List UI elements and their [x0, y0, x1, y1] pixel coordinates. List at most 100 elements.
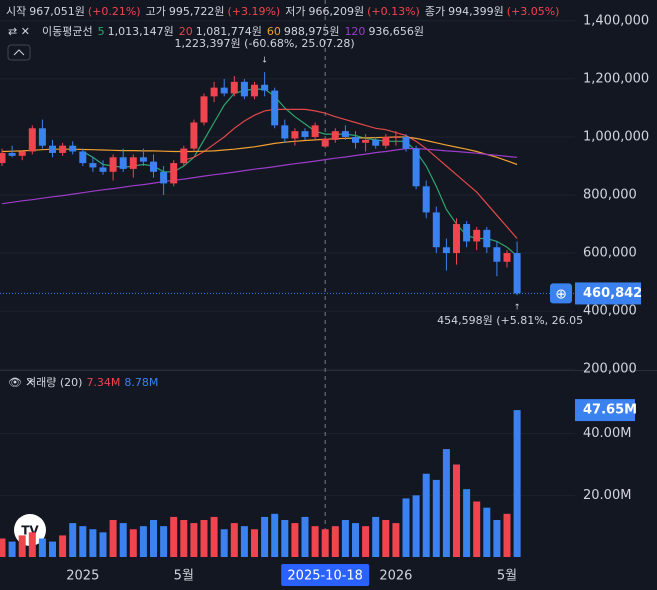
y-tick-label: 1,200,000	[583, 71, 649, 86]
x-tick-label: 5월	[497, 569, 517, 584]
volume-bar	[28, 532, 36, 557]
ma-period: 20	[179, 25, 193, 38]
x-tick-label: 5월	[174, 569, 194, 584]
volume-bar	[422, 473, 430, 557]
volume-bar	[301, 516, 309, 557]
volume-bar	[139, 526, 147, 557]
volume-bar	[180, 520, 188, 557]
ma-line	[1, 136, 518, 166]
crosshair-label-bg	[281, 564, 370, 586]
volume-bar	[38, 538, 46, 557]
candle-body	[38, 128, 46, 146]
candle-body	[402, 136, 410, 149]
ma-title: 이동평균선	[42, 25, 93, 38]
volume-bar	[251, 529, 258, 557]
candle-body	[311, 125, 319, 137]
volume-bar	[372, 516, 380, 557]
volume-bar	[412, 495, 420, 557]
ohlc-change: (+0.21%)	[88, 5, 141, 18]
candle-body	[79, 151, 87, 164]
ma-legend: 이동평균선 5 1,013,147원 20 1,081,774원 60 988,975원 12…	[42, 25, 424, 38]
low-marker: ↑	[514, 303, 521, 312]
volume-bar	[271, 513, 279, 557]
volume-bar	[99, 532, 107, 557]
candle-body	[119, 157, 127, 169]
y-tick-label: 400,000	[583, 304, 637, 319]
volume-bar	[281, 520, 289, 557]
volume-bar	[18, 535, 26, 557]
candle-body	[392, 136, 400, 138]
candle-body	[513, 253, 521, 294]
x-tick-label: 2026	[379, 569, 412, 584]
candle-body	[28, 128, 36, 152]
volume-bar	[432, 479, 440, 557]
volume-bar	[230, 523, 238, 557]
candle-body	[493, 247, 501, 262]
add-alert-button[interactable]	[550, 283, 572, 304]
volume-legend-value: 8.78M	[124, 376, 158, 389]
candle-body	[210, 87, 218, 97]
price-label: 460,842	[583, 286, 642, 301]
ohlc-value: 994,399원	[448, 5, 504, 18]
candle-body	[483, 229, 491, 248]
volume-bar	[170, 516, 178, 557]
collapse-button[interactable]	[7, 44, 31, 61]
volume-bar	[190, 523, 198, 557]
ohlc-label: 고가	[146, 5, 166, 18]
ma-icon: ⇄ ✕	[8, 25, 30, 38]
candle-body	[372, 139, 380, 146]
x-tick-label: 2025	[66, 569, 99, 584]
volume-bar	[341, 520, 349, 557]
ohlc-header: 시작 967,051원 (+0.21%) 고가 995,722원 (+3.19%) 저가 96…	[6, 5, 559, 18]
ma-value: 1,081,774원	[196, 25, 262, 38]
ma-value: 936,656원	[368, 25, 424, 38]
crosshair-label: 2025-10-18	[287, 569, 363, 584]
y-tick-label: 1,000,000	[583, 129, 649, 144]
volume-bar	[352, 523, 359, 557]
candle-body	[382, 136, 390, 146]
ohlc-change: (+3.19%)	[227, 5, 280, 18]
volume-bar	[311, 526, 319, 557]
candle-body	[0, 152, 6, 164]
y-tick-label: 40.00M	[583, 426, 631, 441]
ma-line	[1, 148, 518, 205]
candle-body	[251, 84, 258, 97]
candle-body	[170, 163, 178, 184]
ohlc-change: (+0.13%)	[367, 5, 420, 18]
candle-body	[261, 84, 269, 91]
candle-body	[341, 131, 349, 137]
candle-body	[321, 138, 329, 147]
candle-body	[240, 81, 248, 97]
volume-bar	[200, 520, 208, 557]
ma-period: 120	[344, 25, 365, 38]
volume-bar	[261, 516, 269, 557]
volume-bar	[49, 541, 56, 557]
volume-bar	[402, 498, 410, 557]
y-tick-label: 800,000	[583, 188, 637, 203]
volume-bar	[89, 529, 97, 557]
candle-body	[422, 186, 430, 213]
add-icon: ⊕	[555, 286, 567, 302]
volume-bar	[503, 513, 511, 557]
candle-body	[18, 151, 26, 156]
volume-label-bg	[575, 399, 635, 422]
volume-bar	[331, 526, 339, 557]
volume-bar	[210, 516, 218, 557]
ohlc-label: 시작	[6, 5, 26, 18]
volume-bar	[79, 526, 87, 557]
candle-body	[331, 131, 339, 140]
volume-bar	[150, 520, 157, 557]
volume-bar	[160, 526, 168, 557]
candle-body	[281, 125, 289, 139]
candle-body	[180, 148, 188, 164]
candle-body	[412, 148, 420, 187]
ohlc-change: (+3.05%)	[507, 5, 560, 18]
price-label-bg	[575, 282, 641, 305]
volume-bar	[220, 529, 228, 557]
volume-bar	[8, 541, 16, 557]
candle-body	[503, 253, 511, 262]
candle-body	[463, 224, 471, 242]
candle-body	[8, 152, 16, 156]
volume-bar	[513, 410, 521, 557]
